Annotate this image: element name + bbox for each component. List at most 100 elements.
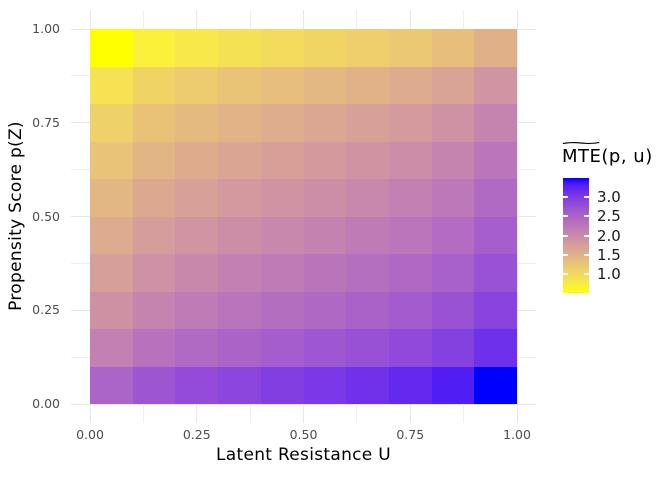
heatmap-tile [260,366,304,404]
colorbar-tick-left [563,234,568,237]
heatmap-tile [303,366,347,404]
x-tick-label: 0.25 [182,427,211,442]
legend-tick-label: 1.0 [597,265,621,284]
heatmap-tile [303,179,347,217]
heatmap-tile [346,104,389,142]
heatmap-tile [90,329,133,367]
heatmap-tile [90,66,133,104]
heatmap-tile [218,66,261,104]
heatmap-tile [218,291,261,329]
heatmap-tile [218,254,261,292]
heatmap-tile [303,254,347,292]
heatmap-tile [218,329,261,367]
heatmap-tile [260,216,304,254]
heatmap-tile [431,366,475,404]
heatmap-tile [474,179,517,217]
heatmap-tile [175,254,219,292]
heatmap-tile [218,366,261,404]
heatmap-tile [388,291,432,329]
heatmap-tile [175,329,219,367]
legend-title-mte-text: MTE [562,146,602,167]
y-tick-label: 1.00 [32,21,60,36]
heatmap-tile [303,291,347,329]
heatmap-tile [346,29,389,67]
x-axis-title: Latent Resistance U [215,445,391,465]
heatmap-tile [346,329,389,367]
x-tick-label: 0.75 [396,427,425,442]
heatmap-tile [474,66,517,104]
plot-panel [71,10,536,423]
heatmap-tile [388,329,432,367]
heatmap-tile [132,291,176,329]
heatmap-tile [346,366,389,404]
heatmap-tile [132,216,176,254]
heatmap-tile [90,254,133,292]
heatmap-tile [474,104,517,142]
colorbar-tick-right [584,273,589,276]
heatmap-tile [175,216,219,254]
heatmap-tile [90,104,133,142]
heatmap-tile [175,291,219,329]
heatmap-tile [303,216,347,254]
x-tick-label: 0.00 [76,427,104,442]
heatmap-tile [218,141,261,179]
heatmap-tile [388,254,432,292]
heatmap-tile [474,366,517,404]
y-gridline [71,403,536,405]
heatmap-tile [260,291,304,329]
heatmap-tile [218,104,261,142]
colorbar-tick-left [563,215,568,218]
legend-tick-label: 2.0 [597,226,621,245]
heatmap-tile [431,329,475,367]
heatmap-tile [90,179,133,217]
colorbar-tick-left [563,195,568,198]
heatmap-tile [474,141,517,179]
heatmap-tile [388,216,432,254]
heatmap-tile [132,329,176,367]
y-tick-label: 0.25 [32,302,60,318]
heatmap-tile [260,329,304,367]
y-tick-label: 0.00 [32,396,60,411]
heatmap-tile [431,254,475,292]
heatmap-tile [474,254,517,292]
heatmap-tile [260,254,304,292]
legend-tick-label: 3.0 [597,187,621,206]
heatmap-tile [90,29,133,67]
heatmap-tile [132,179,176,217]
heatmap-tile [431,29,475,67]
colorbar-tick-left [563,253,568,256]
colorbar-tick-right [584,215,589,218]
y-tick-label: 0.75 [32,114,60,130]
heatmap-tile [346,216,389,254]
heatmap-tile [132,254,176,292]
heatmap-tile [431,291,475,329]
heatmap-tile [388,366,432,404]
y-axis-title: Propensity Score p(Z) [6,121,26,311]
heatmap-tile [303,104,347,142]
heatmap-tile [90,216,133,254]
heatmap-tile [175,104,219,142]
heatmap-tile [175,29,219,67]
heatmap-tile [346,179,389,217]
heatmap-tile [175,141,219,179]
heatmap-tile [90,291,133,329]
heatmap-tile [474,329,517,367]
heatmap-tile [90,366,133,404]
heatmap-tile [260,29,304,67]
heatmap-tile [388,29,432,67]
heatmap-tile [388,141,432,179]
heatmap-tile [218,216,261,254]
colorbar-tick-left [563,273,568,276]
colorbar-tick-right [584,195,589,198]
heatmap-tile [132,104,176,142]
y-tick-label: 0.50 [32,208,60,224]
heatmap-tile [388,66,432,104]
heatmap-tile [303,29,347,67]
heatmap-tile [346,254,389,292]
legend-colorbar [563,178,589,293]
legend-title: ~ MTE(p, u) [556,135,653,167]
heatmap-tile [132,66,176,104]
heatmap-tile [388,104,432,142]
heatmap-tile [346,66,389,104]
